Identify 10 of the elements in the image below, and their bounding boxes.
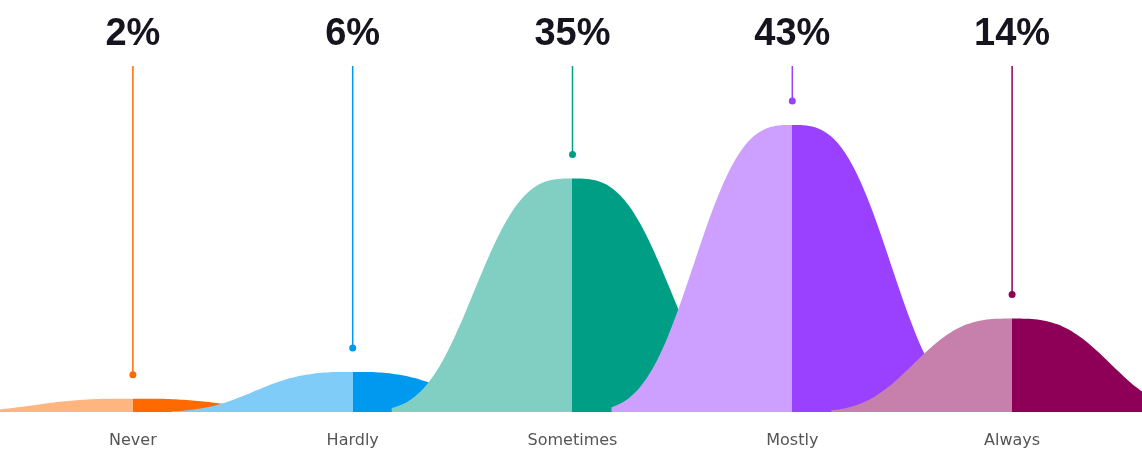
category-label: Hardly [326, 430, 379, 449]
data-label: 14% [974, 11, 1051, 53]
data-label: 6% [325, 11, 381, 53]
data-label: 35% [534, 11, 611, 53]
category-label: Mostly [766, 430, 819, 449]
data-label: 43% [754, 11, 831, 53]
data-label: 2% [105, 11, 161, 53]
category-label: Never [109, 430, 158, 449]
category-label: Always [984, 430, 1041, 449]
category-label: Sometimes [527, 430, 618, 449]
